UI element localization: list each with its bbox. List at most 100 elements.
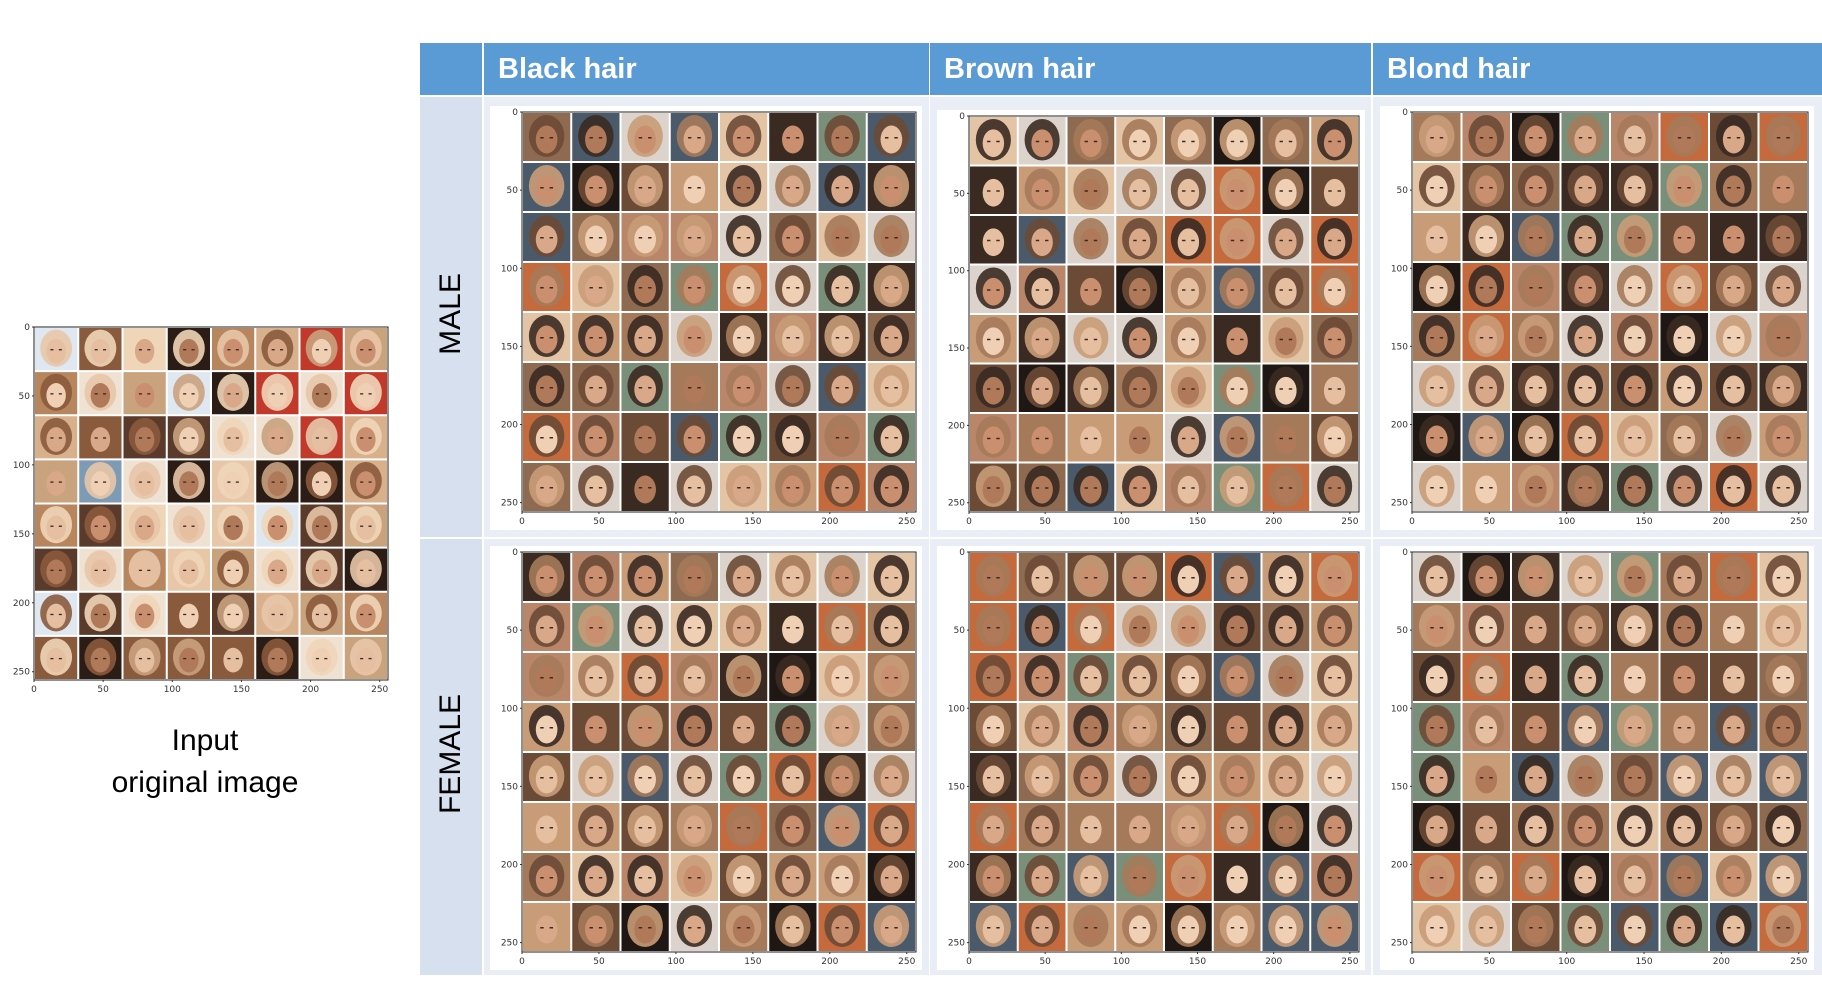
image-tile (1611, 903, 1659, 951)
image-tile (1710, 703, 1758, 751)
header-corner (420, 43, 482, 95)
y-tick-label: 100 (948, 267, 965, 277)
image-tile (1611, 463, 1659, 511)
image-tile (1660, 553, 1708, 601)
y-tick-label: 200 (13, 599, 30, 609)
image-tile (1262, 803, 1310, 851)
image-tile (256, 328, 299, 371)
image-tile (769, 603, 817, 651)
image-tile (167, 504, 210, 547)
image-tile (769, 163, 817, 211)
image-tile (670, 363, 718, 411)
image-tile (212, 636, 255, 679)
image-tile (818, 653, 866, 701)
image-tile (1116, 653, 1163, 701)
image-tile (1759, 553, 1807, 601)
image-tile (818, 263, 866, 311)
image-tile (35, 460, 78, 503)
image-tile (1116, 463, 1163, 511)
image-tile (1710, 413, 1758, 461)
y-tick-label: 150 (1391, 782, 1408, 792)
image-tile (1018, 753, 1066, 801)
y-tick-label: 50 (507, 626, 519, 636)
y-tick-label: 200 (1391, 861, 1408, 871)
image-tile (1018, 703, 1066, 751)
image-tile (1165, 603, 1212, 651)
image-tile (867, 413, 915, 461)
image-tile (79, 592, 122, 635)
x-tick-label: 100 (1113, 517, 1130, 527)
input-caption-line1: Input (171, 724, 239, 757)
y-tick-label: 200 (948, 421, 965, 431)
image-tile (1165, 117, 1212, 165)
x-tick-label: 200 (1713, 517, 1730, 527)
image-tile (1165, 803, 1212, 851)
image-tile (621, 553, 669, 601)
image-tile (621, 113, 669, 161)
image-tile (1413, 163, 1461, 211)
image-tile (1710, 603, 1758, 651)
image-tile (720, 163, 768, 211)
image-tile (769, 803, 817, 851)
image-tile (621, 903, 669, 951)
image-tile (523, 803, 571, 851)
image-tile (670, 903, 718, 951)
image-tile (1561, 753, 1609, 801)
image-tile (1165, 463, 1212, 511)
image-tile (1561, 163, 1609, 211)
image-tile (523, 413, 571, 461)
y-tick-label: 50 (1397, 626, 1409, 636)
image-tile (670, 313, 718, 361)
image-tile (1413, 363, 1461, 411)
image-tile (1462, 553, 1510, 601)
image-tile (970, 265, 1017, 313)
image-tile (1413, 313, 1461, 361)
image-tile (970, 853, 1017, 901)
y-tick-label: 250 (1391, 939, 1408, 949)
image-tile (300, 592, 343, 635)
image-tile (1311, 853, 1358, 901)
image-tile (523, 213, 571, 261)
image-tile (621, 753, 669, 801)
image-tile (1067, 216, 1115, 264)
x-tick-label: 200 (821, 517, 838, 527)
image-tile (79, 372, 122, 415)
image-tile (818, 213, 866, 261)
image-tile (1759, 703, 1807, 751)
image-tile (300, 636, 343, 679)
image-tile (123, 504, 166, 547)
image-tile (1561, 803, 1609, 851)
image-tile (670, 703, 718, 751)
image-tile (1018, 903, 1066, 951)
input-caption-line2: original image (111, 766, 299, 799)
image-tile (970, 117, 1017, 165)
image-tile (167, 636, 210, 679)
image-tile (769, 753, 817, 801)
image-tile (1413, 413, 1461, 461)
image-tile (1660, 803, 1708, 851)
image-tile (256, 504, 299, 547)
image-tile (572, 113, 620, 161)
image-tile (1759, 213, 1807, 261)
image-tile (1067, 853, 1115, 901)
image-tile (1512, 903, 1560, 951)
image-tile (1561, 263, 1609, 311)
row-label-female-text: FEMALE (434, 693, 467, 815)
image-tile (523, 703, 571, 751)
image-tile (1067, 463, 1115, 511)
y-tick-label: 0 (24, 323, 30, 333)
x-tick-label: 150 (1635, 957, 1652, 967)
y-tick-label: 50 (507, 186, 519, 196)
image-tile (523, 653, 571, 701)
image-tile (818, 553, 866, 601)
image-tile (123, 592, 166, 635)
image-tile (1462, 603, 1510, 651)
image-tile (572, 163, 620, 211)
image-tile (1067, 414, 1115, 462)
x-tick-label: 50 (593, 517, 605, 527)
image-tile (720, 313, 768, 361)
image-tile (867, 213, 915, 261)
image-tile (35, 372, 78, 415)
image-tile (344, 372, 387, 415)
image-tile (1018, 803, 1066, 851)
